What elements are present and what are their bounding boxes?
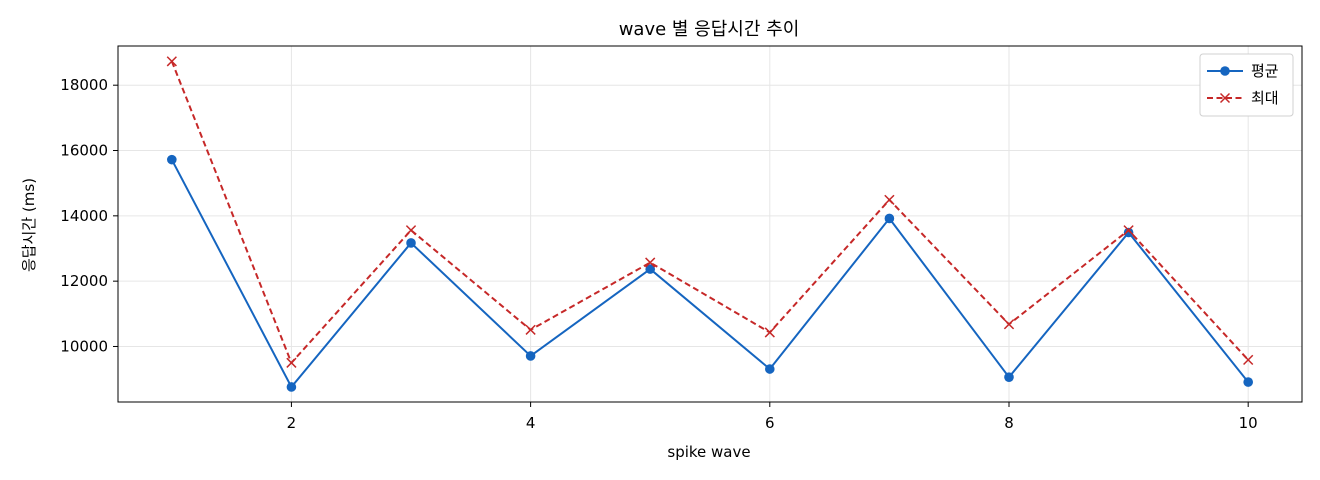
data-point-mean	[286, 382, 297, 392]
data-point-max	[405, 225, 417, 236]
y-tick-label: 16000	[60, 142, 108, 160]
legend: 평균 최대	[1199, 53, 1294, 117]
data-point-mean	[1004, 372, 1014, 382]
data-point-mean	[167, 154, 177, 165]
data-point-mean	[525, 351, 536, 361]
legend-box	[1199, 53, 1294, 117]
chart-title: wave 별 응답시간 추이	[619, 19, 800, 40]
x-tick-label: 4	[526, 414, 536, 432]
series-line-max	[170, 60, 1249, 364]
series-layer	[166, 56, 1254, 392]
plot-frame	[117, 45, 1303, 403]
series-line-mean	[170, 159, 1249, 388]
grid-layer	[118, 46, 1302, 402]
legend-marker-max	[1219, 92, 1231, 104]
y-tick-label: 18000	[60, 76, 108, 94]
data-point-max	[286, 357, 297, 368]
x-tick-label: 8	[1004, 414, 1014, 432]
legend-marker-mean	[1220, 66, 1230, 76]
x-axis-label: spike wave	[667, 443, 750, 461]
data-point-max	[884, 194, 895, 205]
y-tick-label: 14000	[60, 207, 108, 225]
y-tick-label: 10000	[60, 337, 108, 355]
x-tick-label: 6	[765, 414, 775, 432]
y-tick-label: 12000	[60, 272, 108, 290]
x-tick-label: 2	[287, 414, 297, 432]
data-point-max	[1243, 354, 1254, 365]
data-point-max	[1003, 319, 1015, 330]
data-point-mean	[1123, 227, 1134, 238]
y-axis-label: 응답시간 (ms)	[20, 178, 38, 272]
legend-label-mean: 평균	[1251, 62, 1279, 80]
data-point-mean	[884, 213, 895, 224]
data-point-mean	[645, 264, 656, 274]
data-point-max	[645, 257, 656, 268]
data-point-mean	[764, 364, 775, 374]
data-point-max	[1123, 225, 1134, 236]
data-point-max	[166, 56, 177, 67]
data-point-mean	[406, 238, 416, 248]
data-point-max	[764, 327, 775, 338]
data-point-mean	[1243, 377, 1253, 387]
x-tick-label: 10	[1239, 414, 1258, 432]
axes-layer: 2 4 6 8 10 10000 12000 14000 16000 18000	[60, 45, 1303, 432]
data-point-max	[525, 324, 536, 335]
legend-label-max: 최대	[1251, 89, 1279, 107]
